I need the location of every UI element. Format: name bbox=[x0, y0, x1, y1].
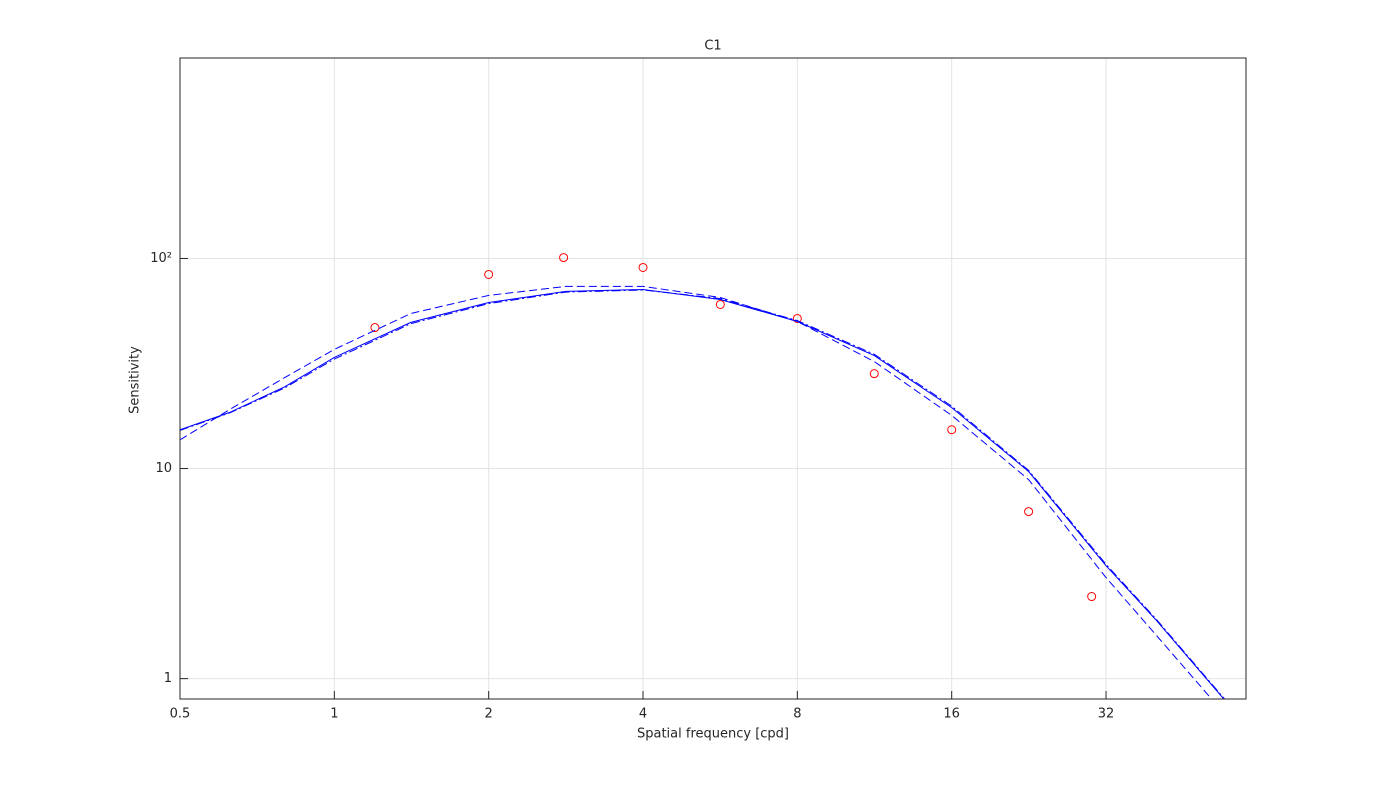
x-tick-label: 4 bbox=[639, 707, 647, 722]
data-point bbox=[1087, 592, 1097, 602]
y-axis-label: Sensitivity bbox=[128, 346, 143, 414]
axes-box bbox=[179, 57, 1247, 700]
data-point bbox=[559, 253, 569, 263]
x-tick-label: 0.5 bbox=[170, 707, 191, 722]
y-tick-label: 1 bbox=[164, 671, 172, 686]
x-axis-label: Spatial frequency [cpd] bbox=[637, 727, 789, 742]
data-point bbox=[869, 369, 879, 379]
data-point bbox=[370, 323, 380, 333]
y-tick-label: 10² bbox=[150, 251, 172, 266]
chart-title: C1 bbox=[704, 39, 721, 54]
ticks: 0.5 1 2 4 8 16 32 1 10 10² bbox=[150, 251, 1114, 722]
y-tick-label: 10 bbox=[155, 461, 172, 476]
x-tick-label: 16 bbox=[943, 707, 960, 722]
data-point bbox=[1024, 507, 1034, 517]
x-tick-label: 1 bbox=[330, 707, 338, 722]
data-point bbox=[484, 269, 494, 279]
plot-area bbox=[180, 58, 1246, 699]
x-tick-label: 8 bbox=[793, 707, 801, 722]
data-point bbox=[947, 425, 957, 435]
data bbox=[180, 253, 1225, 699]
data-point bbox=[715, 299, 725, 309]
data-point bbox=[638, 262, 648, 272]
curve bbox=[180, 285, 1212, 699]
grid bbox=[179, 58, 1246, 699]
x-tick-label: 32 bbox=[1098, 707, 1115, 722]
data-point bbox=[792, 313, 802, 323]
x-tick-label: 2 bbox=[485, 707, 493, 722]
curve bbox=[180, 289, 1225, 699]
